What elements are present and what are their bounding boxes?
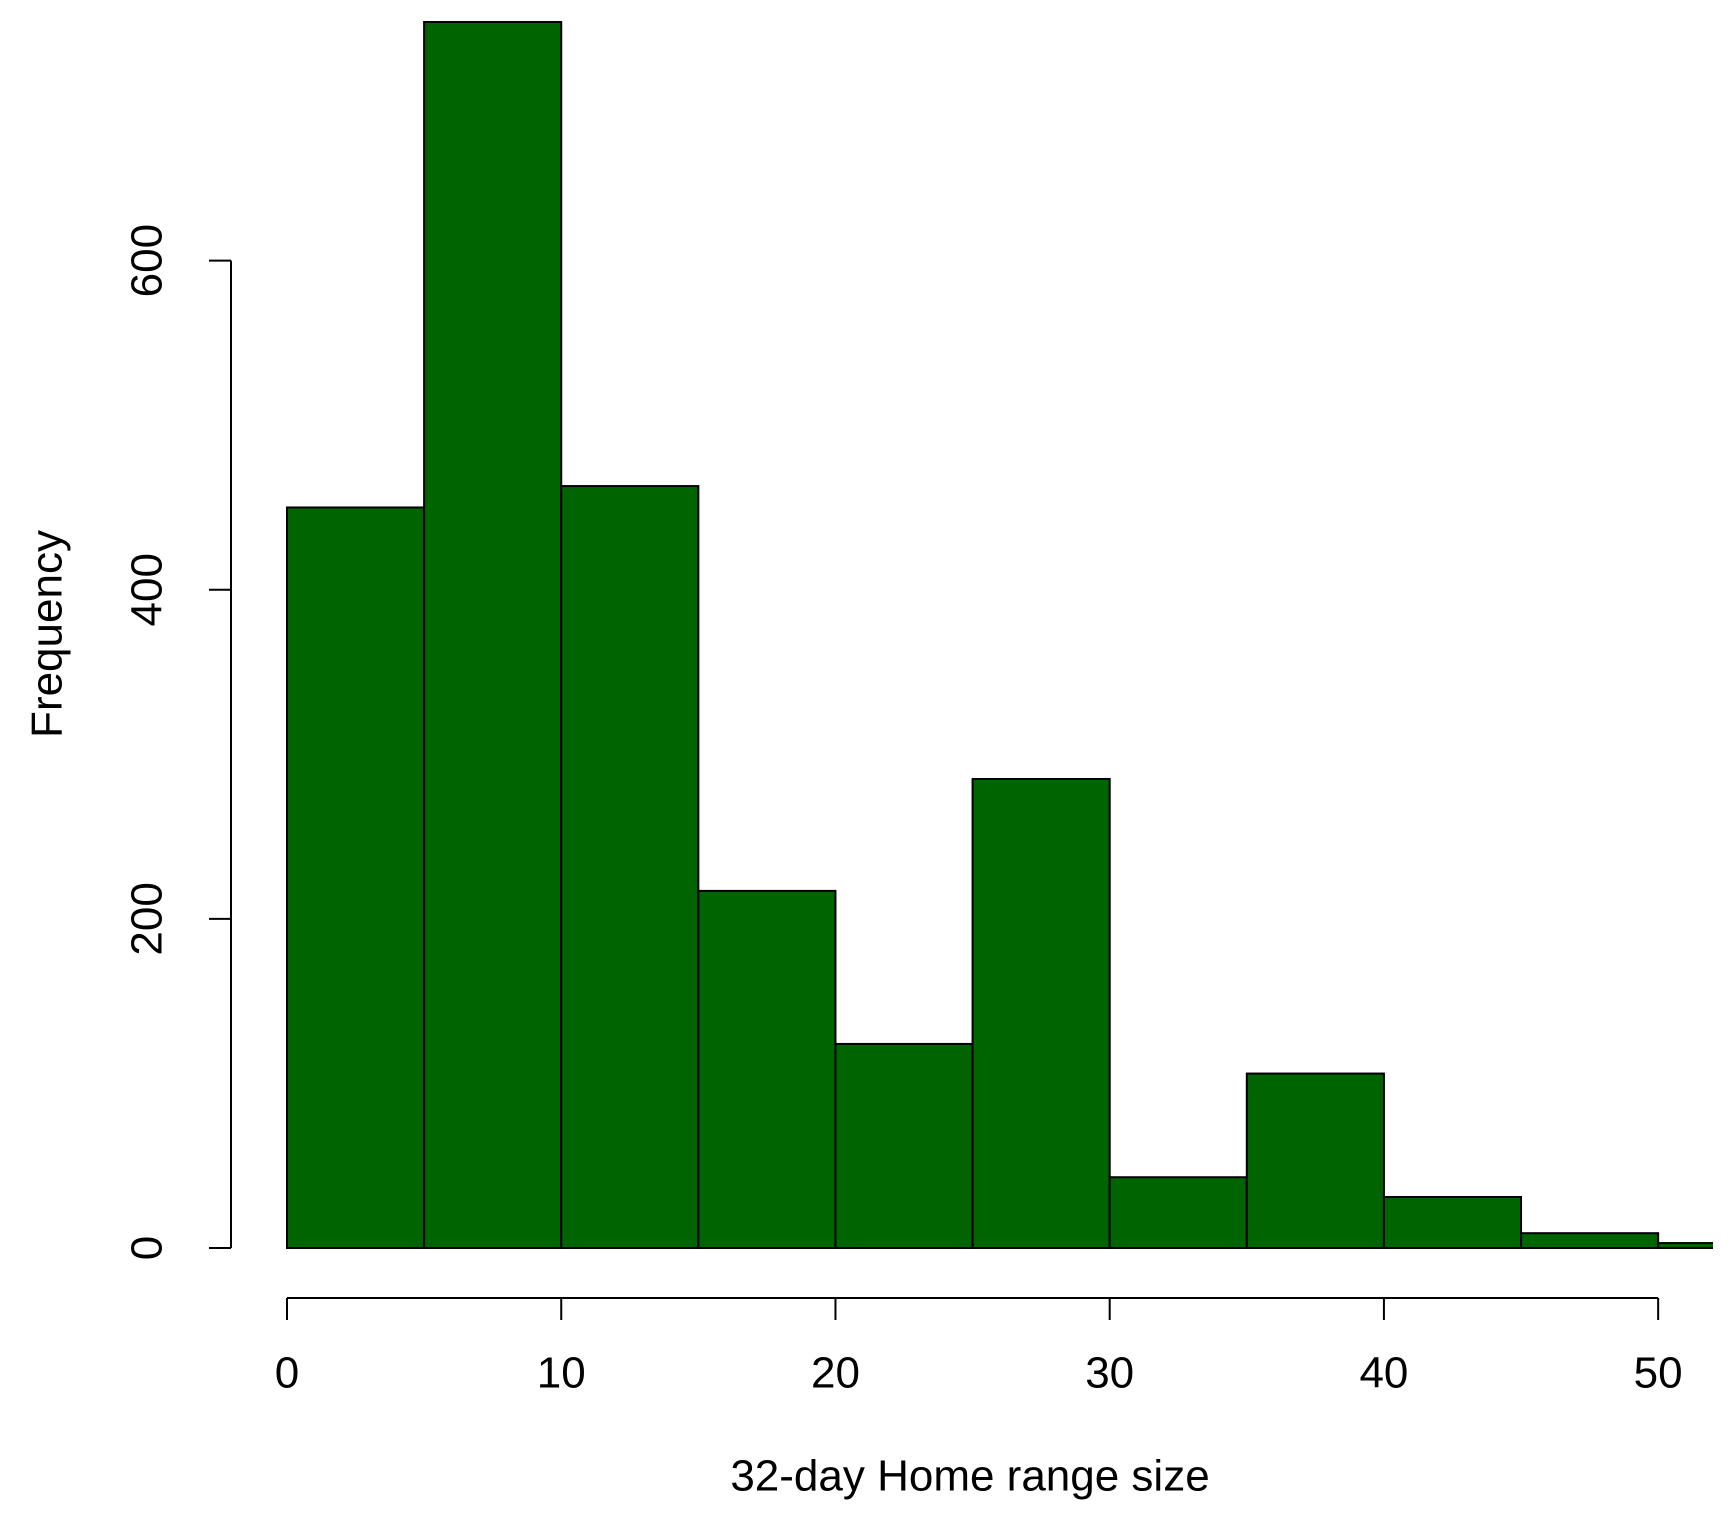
y-tick-label: 0 [123,1236,172,1260]
y-tick-label: 200 [123,882,172,955]
y-axis-label: Frequency [23,530,72,738]
bar [697,889,837,1250]
bar [834,1042,974,1249]
x-tick-label: 30 [1085,1349,1134,1398]
bar [1520,1232,1660,1249]
plot-area [286,21,1713,1250]
y-tick-label: 400 [123,553,172,626]
x-axis-label: 32-day Home range size [730,1452,1209,1501]
bar [423,21,563,1249]
bar [560,485,700,1249]
x-tick-label: 10 [537,1349,586,1398]
bar [1108,1176,1248,1249]
x-tick-label: 20 [811,1349,860,1398]
x-tick-label: 40 [1359,1349,1408,1398]
bar [1382,1195,1523,1249]
x-tick-label: 50 [1634,1349,1683,1398]
y-tick-label: 600 [123,224,172,297]
bar [1657,1242,1713,1250]
bar [971,777,1111,1249]
bar [1245,1072,1385,1249]
bar [286,506,426,1249]
x-tick-label: 0 [275,1349,299,1398]
